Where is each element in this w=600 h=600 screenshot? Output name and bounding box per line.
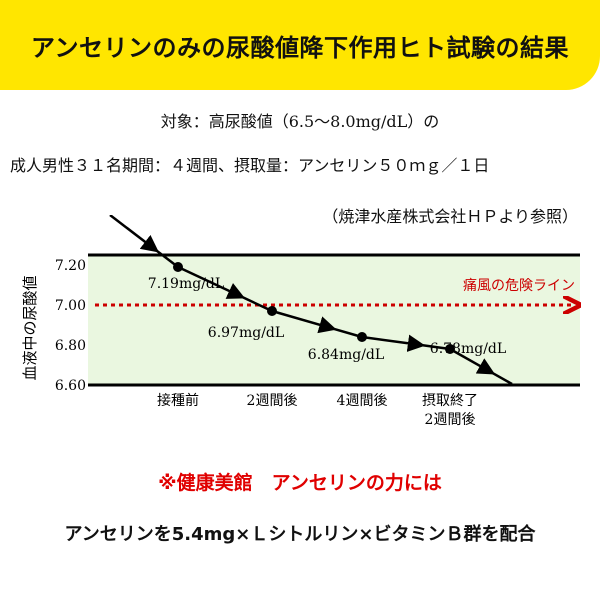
data-point bbox=[357, 332, 367, 342]
y-tick-label: 7.20 bbox=[55, 258, 86, 274]
x-category-label: 接種前 bbox=[157, 392, 199, 409]
series-segment-arrow bbox=[361, 334, 426, 352]
product-note: ※健康美館 アンセリンの力には bbox=[158, 472, 442, 494]
subtitle-period: 成人男性３１名期間：４週間、摂取量：アンセリン５０ｍｇ／１日 bbox=[10, 156, 490, 175]
title-banner: アンセリンのみの尿酸値降下作用ヒト試験の結果 bbox=[0, 0, 600, 90]
data-label: 6.78mg/dL bbox=[430, 341, 506, 357]
series-segment bbox=[241, 295, 273, 313]
y-tick-label: 7.00 bbox=[55, 298, 86, 314]
x-category-label: 摂取終了 2週間後 bbox=[422, 393, 478, 428]
data-label: 7.19mg/dL bbox=[148, 276, 224, 292]
x-category-label: 4週間後 bbox=[337, 393, 388, 409]
data-label: 6.84mg/dL bbox=[308, 347, 384, 363]
y-tick-label: 6.80 bbox=[55, 338, 86, 354]
x-category-label: 2週間後 bbox=[247, 393, 298, 409]
data-point bbox=[445, 344, 455, 354]
y-ticks: 7.20 7.00 6.80 6.60 bbox=[55, 258, 86, 394]
series-segment-arrow bbox=[271, 309, 337, 334]
series-segment bbox=[491, 371, 513, 386]
subtitle-source: （焼津水産株式会社ＨＰより参照） bbox=[322, 207, 578, 226]
data-label: 6.97mg/dL bbox=[208, 325, 284, 341]
uric-acid-chart: 痛風の危険ライン 血液中の尿酸値 7.20 7.00 6.80 6.60 接種前 2週間… bbox=[21, 215, 600, 428]
data-point bbox=[173, 262, 183, 272]
series-segment-arrow bbox=[109, 215, 160, 253]
product-formula: アンセリンを5.4mg×Ｌシトルリン×ビタミンＢ群を配合 bbox=[64, 524, 536, 545]
series-segment-arrow bbox=[177, 265, 246, 299]
normal-range-band bbox=[88, 255, 580, 385]
y-tick-label: 6.60 bbox=[55, 378, 86, 394]
series-segment-arrow bbox=[449, 347, 496, 375]
x-categories: 接種前 2週間後 4週間後 摂取終了 2週間後 bbox=[157, 392, 478, 428]
subtitle-target: 対象：高尿酸値（6.5〜8.0mg/dL）の bbox=[160, 112, 440, 131]
reference-line-label: 痛風の危険ライン bbox=[463, 277, 575, 294]
series-layer: 7.19mg/dL 6.97mg/dL 6.84mg/dL 6.78mg/dL bbox=[109, 215, 513, 386]
data-point bbox=[267, 306, 277, 316]
y-axis-label: 血液中の尿酸値 bbox=[21, 275, 39, 380]
page-title: アンセリンのみの尿酸値降下作用ヒト試験の結果 bbox=[30, 33, 570, 62]
